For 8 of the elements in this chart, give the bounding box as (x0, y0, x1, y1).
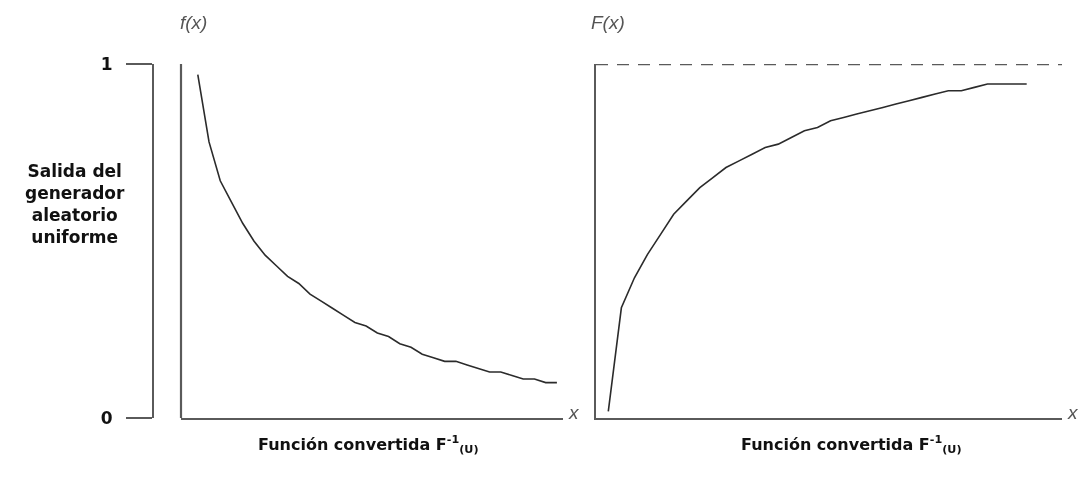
text: x (568, 402, 580, 423)
text: x (1067, 402, 1079, 423)
chart-title: f(x) (180, 12, 208, 33)
line-series (197, 73, 558, 384)
y-axis-title: Salida del generador aleatorio uniforme (25, 161, 126, 248)
chart-title: F(x) (591, 12, 625, 33)
y-tick-label: 0 (100, 407, 113, 428)
y-tick-label: 1 (100, 53, 113, 74)
